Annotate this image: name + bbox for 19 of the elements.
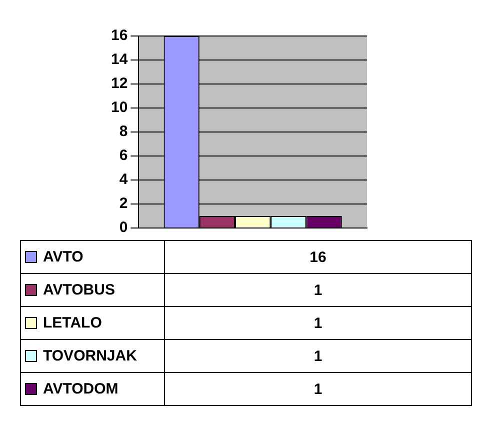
y-tick-label: 4: [119, 171, 128, 188]
y-tick-label: 2: [119, 195, 128, 212]
y-tick-label: 8: [119, 123, 128, 140]
legend-label: TOVORNJAK: [43, 348, 137, 365]
legend-label: LETALO: [43, 314, 102, 332]
y-tick-label: 14: [110, 51, 128, 68]
legend-label: AVTODOM: [43, 380, 118, 398]
text: 1: [164, 306, 472, 340]
y-tick-label: 10: [110, 99, 128, 116]
text: 1: [164, 372, 472, 406]
text: 1: [164, 274, 472, 306]
text: 1: [164, 340, 472, 372]
legend-label: AVTOBUS: [43, 282, 115, 299]
legend-label: AVTO: [43, 248, 84, 266]
y-tick-label: 16: [110, 27, 128, 44]
y-tick-label: 12: [110, 75, 128, 92]
text: 16: [164, 240, 472, 274]
y-tick-label: 0: [119, 219, 128, 236]
y-tick-label: 6: [119, 147, 128, 164]
